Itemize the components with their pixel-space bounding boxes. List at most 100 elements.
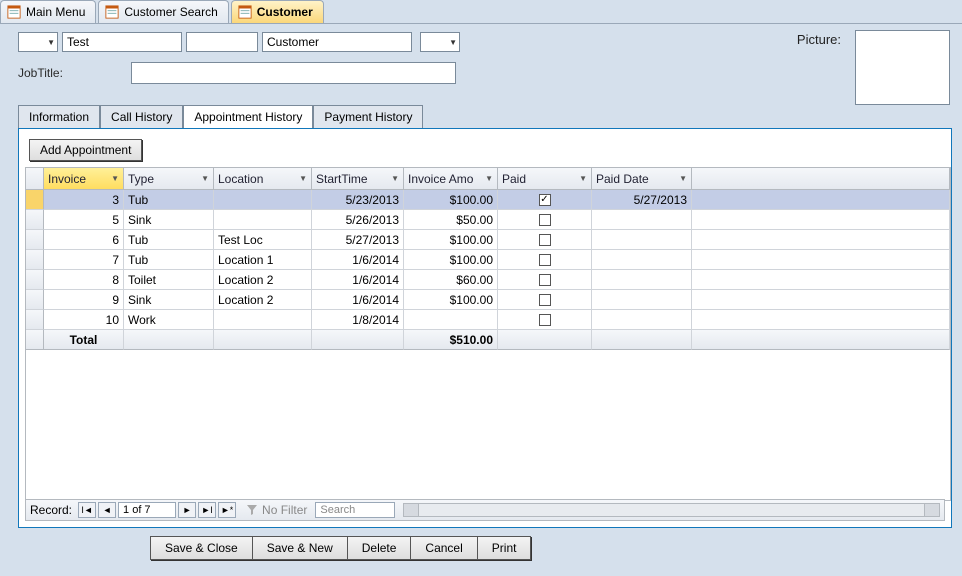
row-selector[interactable]: [26, 230, 44, 250]
cell-invoice-amount[interactable]: $60.00: [404, 270, 498, 290]
cell-paid-date[interactable]: [592, 250, 692, 270]
col-starttime[interactable]: StartTime▼: [312, 168, 404, 190]
cell-location[interactable]: [214, 210, 312, 230]
row-selector[interactable]: [26, 190, 44, 210]
jobtitle-field[interactable]: [131, 62, 456, 84]
checkbox-checked-icon[interactable]: ✓: [539, 194, 551, 206]
save-new-button[interactable]: Save & New: [253, 536, 348, 560]
cell-invoice[interactable]: 5: [44, 210, 124, 230]
delete-button[interactable]: Delete: [348, 536, 412, 560]
cell-paid-date[interactable]: [592, 270, 692, 290]
cell-invoice-amount[interactable]: $100.00: [404, 250, 498, 270]
checkbox-unchecked-icon[interactable]: [539, 234, 551, 246]
title-dropdown[interactable]: ▼: [18, 32, 58, 52]
cell-paid[interactable]: [498, 210, 592, 230]
cell-paid[interactable]: [498, 290, 592, 310]
cell-type[interactable]: Tub: [124, 190, 214, 210]
cell-invoice-amount[interactable]: $50.00: [404, 210, 498, 230]
cell-invoice[interactable]: 3: [44, 190, 124, 210]
picture-box[interactable]: [855, 30, 950, 105]
cell-paid-date[interactable]: [592, 210, 692, 230]
row-selector-header[interactable]: [26, 168, 44, 190]
cell-paid-date[interactable]: [592, 230, 692, 250]
table-row[interactable]: 10Work 1/8/2014: [26, 310, 950, 330]
cell-location[interactable]: Test Loc: [214, 230, 312, 250]
col-invoice[interactable]: Invoice▼: [44, 168, 124, 190]
row-selector[interactable]: [26, 290, 44, 310]
cell-invoice[interactable]: 7: [44, 250, 124, 270]
col-location[interactable]: Location▼: [214, 168, 312, 190]
cancel-button[interactable]: Cancel: [411, 536, 477, 560]
nav-new-button[interactable]: ►*: [218, 502, 236, 518]
row-selector[interactable]: [26, 210, 44, 230]
cell-paid-date[interactable]: [592, 290, 692, 310]
cell-paid[interactable]: ✓: [498, 190, 592, 210]
table-row[interactable]: 9SinkLocation 21/6/2014$100.00: [26, 290, 950, 310]
datasheet-empty-area[interactable]: [26, 350, 950, 500]
cell-starttime[interactable]: 5/23/2013: [312, 190, 404, 210]
filter-indicator[interactable]: No Filter: [246, 503, 307, 517]
cell-paid[interactable]: [498, 230, 592, 250]
cell-starttime[interactable]: 1/6/2014: [312, 290, 404, 310]
cell-invoice[interactable]: 8: [44, 270, 124, 290]
print-button[interactable]: Print: [478, 536, 532, 560]
checkbox-unchecked-icon[interactable]: [539, 254, 551, 266]
col-paid[interactable]: Paid▼: [498, 168, 592, 190]
cell-location[interactable]: Location 1: [214, 250, 312, 270]
nav-last-button[interactable]: ►I: [198, 502, 216, 518]
cell-paid-date[interactable]: [592, 310, 692, 330]
tab-information[interactable]: Information: [18, 105, 100, 129]
cell-type[interactable]: Toilet: [124, 270, 214, 290]
cell-type[interactable]: Sink: [124, 290, 214, 310]
tab-payment-history[interactable]: Payment History: [313, 105, 423, 129]
row-selector[interactable]: [26, 270, 44, 290]
horizontal-scrollbar[interactable]: [403, 503, 940, 517]
cell-location[interactable]: [214, 310, 312, 330]
add-appointment-button[interactable]: Add Appointment: [29, 139, 142, 161]
tab-main-menu[interactable]: Main Menu: [0, 0, 96, 23]
table-row[interactable]: 8ToiletLocation 21/6/2014$60.00: [26, 270, 950, 290]
col-type[interactable]: Type▼: [124, 168, 214, 190]
checkbox-unchecked-icon[interactable]: [539, 314, 551, 326]
cell-invoice[interactable]: 10: [44, 310, 124, 330]
tab-call-history[interactable]: Call History: [100, 105, 183, 129]
middle-name-field[interactable]: [186, 32, 258, 52]
checkbox-unchecked-icon[interactable]: [539, 274, 551, 286]
cell-type[interactable]: Work: [124, 310, 214, 330]
table-row[interactable]: 6TubTest Loc5/27/2013$100.00: [26, 230, 950, 250]
cell-starttime[interactable]: 1/6/2014: [312, 270, 404, 290]
cell-invoice[interactable]: 6: [44, 230, 124, 250]
nav-next-button[interactable]: ►: [178, 502, 196, 518]
cell-starttime[interactable]: 1/6/2014: [312, 250, 404, 270]
cell-starttime[interactable]: 5/26/2013: [312, 210, 404, 230]
tab-appointment-history[interactable]: Appointment History: [183, 105, 313, 129]
row-selector[interactable]: [26, 310, 44, 330]
save-close-button[interactable]: Save & Close: [150, 536, 253, 560]
row-selector[interactable]: [26, 250, 44, 270]
cell-invoice[interactable]: 9: [44, 290, 124, 310]
table-row[interactable]: 7TubLocation 11/6/2014$100.00: [26, 250, 950, 270]
last-name-field[interactable]: [262, 32, 412, 52]
cell-paid[interactable]: [498, 310, 592, 330]
checkbox-unchecked-icon[interactable]: [539, 214, 551, 226]
cell-starttime[interactable]: 1/8/2014: [312, 310, 404, 330]
tab-customer[interactable]: Customer: [231, 0, 324, 23]
cell-type[interactable]: Sink: [124, 210, 214, 230]
cell-type[interactable]: Tub: [124, 250, 214, 270]
cell-paid[interactable]: [498, 250, 592, 270]
cell-location[interactable]: Location 2: [214, 270, 312, 290]
col-invoice-amount[interactable]: Invoice Amo▼: [404, 168, 498, 190]
table-row[interactable]: 3Tub5/23/2013$100.00✓5/27/2013: [26, 190, 950, 210]
cell-invoice-amount[interactable]: $100.00: [404, 290, 498, 310]
record-search-field[interactable]: [315, 502, 395, 518]
cell-invoice-amount[interactable]: $100.00: [404, 230, 498, 250]
cell-location[interactable]: [214, 190, 312, 210]
cell-paid[interactable]: [498, 270, 592, 290]
tab-customer-search[interactable]: Customer Search: [98, 0, 228, 23]
col-paid-date[interactable]: Paid Date▼: [592, 168, 692, 190]
record-position-field[interactable]: [118, 502, 176, 518]
checkbox-unchecked-icon[interactable]: [539, 294, 551, 306]
suffix-dropdown[interactable]: ▼: [420, 32, 460, 52]
cell-paid-date[interactable]: 5/27/2013: [592, 190, 692, 210]
table-row[interactable]: 5Sink 5/26/2013$50.00: [26, 210, 950, 230]
